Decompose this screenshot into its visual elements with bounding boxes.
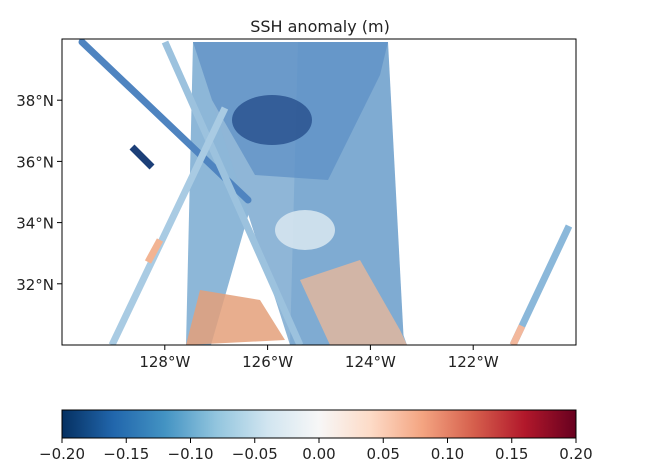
colorbar-tick-label: 0.05	[367, 445, 400, 463]
lat-tick-label: 36°N	[16, 153, 54, 171]
nadir-track-4	[509, 224, 573, 345]
nadir-track-3	[108, 106, 229, 345]
latitude-axis: 38°N 36°N 34°N 32°N	[16, 92, 62, 294]
lon-tick-label: 128°W	[139, 353, 190, 371]
colorbar-tick-label: 0.20	[559, 445, 592, 463]
nadir-track-3-positive	[144, 238, 164, 264]
lon-tick-label: 124°W	[345, 353, 396, 371]
ssh-neutral-patch	[275, 210, 335, 250]
colorbar-tick-label: −0.15	[103, 445, 149, 463]
colorbar-tick-label: −0.05	[232, 445, 278, 463]
colorbar	[61, 409, 577, 439]
colorbar-axis: −0.20 −0.15 −0.10 −0.05 0.00 0.05 0.10 0.15 0.20	[39, 438, 593, 463]
lon-tick-label: 126°W	[242, 353, 293, 371]
colorbar-tick-label: 0.15	[495, 445, 528, 463]
swath-layer	[78, 39, 573, 345]
map-title: SSH anomaly (m)	[250, 17, 390, 36]
lat-tick-label: 32°N	[16, 276, 54, 294]
ssh-minimum	[232, 95, 312, 145]
colorbar-tick-label: −0.20	[39, 445, 85, 463]
lat-tick-label: 34°N	[16, 215, 54, 233]
ssh-positive-south	[300, 260, 407, 345]
map-frame	[61, 38, 577, 346]
colorbar-tick-label: 0.10	[431, 445, 464, 463]
ssh-positive-southwest	[186, 290, 285, 345]
lon-tick-label: 122°W	[448, 353, 499, 371]
lat-tick-label: 38°N	[16, 92, 54, 110]
nadir-track-1-low	[129, 144, 155, 170]
nadir-track-4-positive	[509, 324, 526, 345]
longitude-axis: 128°W 126°W 124°W 122°W	[139, 345, 499, 371]
colorbar-tick-label: 0.00	[302, 445, 335, 463]
colorbar-tick-label: −0.10	[168, 445, 214, 463]
nadir-track-2	[161, 40, 304, 345]
